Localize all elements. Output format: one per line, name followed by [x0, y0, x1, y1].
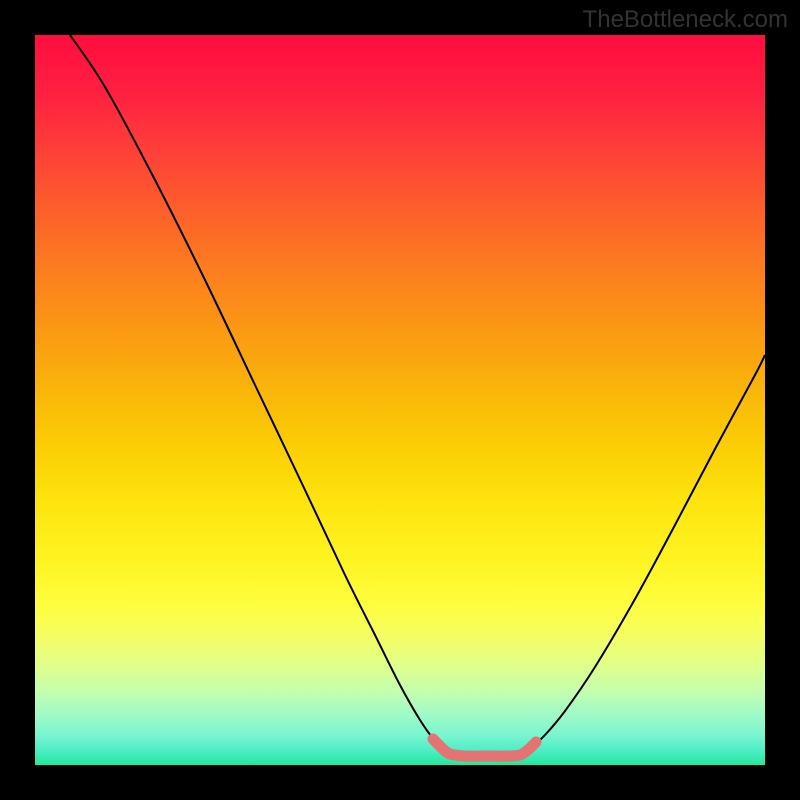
bottleneck-highlight	[433, 739, 536, 756]
watermark-text: TheBottleneck.com	[583, 6, 788, 34]
bottleneck-curve	[70, 35, 765, 756]
curve-layer	[35, 35, 765, 765]
chart-plot-area	[35, 35, 765, 765]
